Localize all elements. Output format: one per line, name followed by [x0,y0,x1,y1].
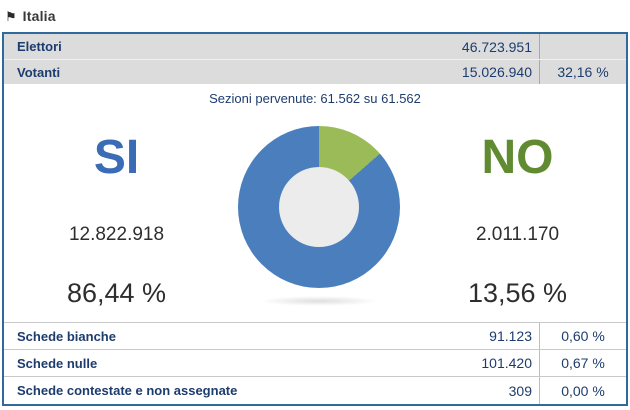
null-ballots-value: 101.420 [481,355,532,371]
yes-heading: SI [93,131,140,184]
table-row-contested-ballots: Schede contestate e non assegnate 309 0,… [4,376,626,404]
chart-column [229,112,409,322]
table-row-electors: Elettori 46.723.951 [4,34,626,59]
table-row-null-ballots: Schede nulle 101.420 0,67 % [4,349,626,376]
null-ballots-label: Schede nulle [17,355,98,371]
blank-ballots-value: 91.123 [489,328,532,344]
contested-ballots-percent: 0,00 % [539,377,626,404]
voters-label: Votanti [17,64,61,80]
electors-label: Elettori [17,39,62,54]
blank-ballots-label: Schede bianche [17,328,116,344]
results-panel: Elettori 46.723.951 Votanti 15.026.940 3… [2,32,628,406]
voters-value: 15.026.940 [461,64,532,80]
yes-column: SI 12.822.918 86,44 % [4,112,229,322]
electorate-summary-table: Elettori 46.723.951 Votanti 15.026.940 3… [4,34,626,84]
donut-hole [279,167,359,247]
contested-ballots-value: 309 [508,382,532,399]
table-row-blank-ballots: Schede bianche 91.123 0,60 % [4,322,626,349]
voters-percent: 32,16 % [539,60,626,84]
no-heading: NO [481,131,554,184]
table-row-voters: Votanti 15.026.940 32,16 % [4,59,626,84]
blank-ballots-percent: 0,60 % [539,323,626,349]
sections-received-status: Sezioni pervenute: 61.562 su 61.562 [209,90,421,106]
null-ballots-percent: 0,67 % [539,350,626,376]
no-percent: 13,56 % [467,278,568,308]
ballots-table: Schede bianche 91.123 0,60 % Schede null… [4,322,626,404]
yes-percent: 86,44 % [66,278,167,308]
page-header: ⚑ Italia [0,0,630,32]
electors-percent [539,34,626,59]
no-votes: 2.011.170 [475,224,560,245]
donut-shadow [259,296,379,306]
flag-icon: ⚑ [5,8,17,24]
no-column: NO 2.011.170 13,56 % [409,112,626,322]
region-title: Italia [22,8,56,24]
yes-votes: 12.822.918 [68,224,165,245]
results-section: SI 12.822.918 86,44 % NO 2.011.170 13,56… [4,112,626,322]
contested-ballots-label: Schede contestate e non assegnate [17,383,238,398]
electors-value: 46.723.951 [461,38,532,55]
donut-chart [238,126,400,288]
